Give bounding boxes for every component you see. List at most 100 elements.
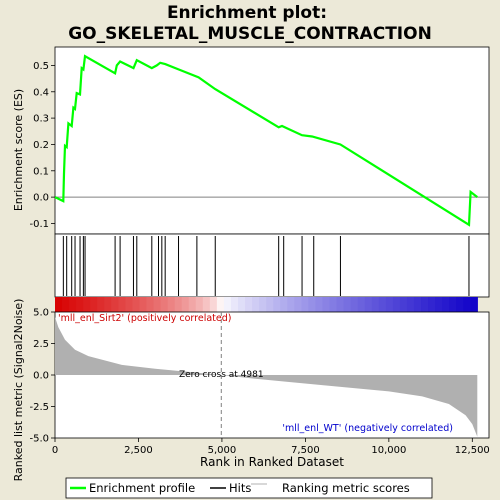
color-bar-segment bbox=[62, 297, 70, 312]
color-bar-segment bbox=[322, 297, 331, 312]
color-bar-segment bbox=[294, 297, 302, 312]
color-bar-segment bbox=[245, 297, 253, 312]
es-y-tick-label: 0.1 bbox=[33, 166, 49, 177]
color-bar-segment bbox=[392, 297, 401, 312]
x-tick-label: 10,000 bbox=[371, 445, 406, 456]
x-tick-label: 5,000 bbox=[208, 445, 237, 456]
color-bar-segment bbox=[209, 297, 218, 312]
hits-panel bbox=[54, 233, 490, 298]
color-bar-segment bbox=[111, 297, 119, 312]
metric-y-tick-label: 0.0 bbox=[33, 371, 49, 382]
color-bar-segment bbox=[216, 297, 225, 312]
es-panel bbox=[54, 46, 490, 235]
color-bar-segment bbox=[301, 297, 309, 312]
color-bar-segment bbox=[280, 297, 288, 312]
color-bar-segment bbox=[104, 297, 112, 312]
color-bar-segment bbox=[371, 297, 380, 312]
color-bar-segment bbox=[357, 297, 366, 312]
ranking-metric-area bbox=[55, 317, 478, 437]
chart-title-line1: Enrichment plot: bbox=[167, 3, 327, 23]
positive-correlation-label: 'mll_enl_Sirt2' (positively correlated) bbox=[58, 313, 231, 324]
es-y-tick-label: 0.2 bbox=[33, 140, 49, 151]
color-bar-segment bbox=[385, 297, 394, 312]
color-bar-segment bbox=[174, 297, 183, 312]
es-y-axis: -0.1 0.0 0.1 0.2 0.3 0.4 0.5 bbox=[29, 61, 55, 230]
legend-enrichment-label: Enrichment profile bbox=[89, 481, 195, 495]
color-bar-segment bbox=[139, 297, 148, 312]
es-y-label: Enrichment score (ES) bbox=[12, 89, 25, 211]
es-y-tick-label: 0.4 bbox=[33, 87, 49, 98]
color-bar-segment bbox=[125, 297, 134, 312]
color-bar-segment bbox=[378, 297, 387, 312]
color-bar-segment bbox=[146, 297, 155, 312]
color-bar-segment bbox=[266, 297, 274, 312]
metric-y-axis: -5.0 -2.5 0.0 2.5 5.0 bbox=[29, 308, 55, 445]
x-axis-label: Rank in Ranked Dataset bbox=[200, 455, 344, 469]
color-bar-segment bbox=[287, 297, 295, 312]
color-bar-segment bbox=[153, 297, 162, 312]
metric-y-tick-label: 2.5 bbox=[33, 339, 49, 350]
color-bar-segment bbox=[252, 297, 260, 312]
color-bar-segment bbox=[132, 297, 141, 312]
color-bar-segment bbox=[428, 297, 436, 312]
chart-title-line2: GO_SKELETAL_MUSCLE_CONTRACTION bbox=[68, 24, 432, 44]
color-bar-segment bbox=[238, 297, 246, 312]
legend-hits-label: Hits bbox=[229, 481, 251, 495]
color-bar-segment bbox=[167, 297, 176, 312]
ranked-list-color-bar bbox=[55, 297, 478, 312]
metric-y-tick-label: 5.0 bbox=[33, 308, 49, 319]
color-bar-segment bbox=[69, 297, 77, 312]
color-bar-segment bbox=[336, 297, 345, 312]
es-y-tick-label: 0.5 bbox=[33, 61, 49, 72]
color-bar-segment bbox=[90, 297, 98, 312]
color-bar-segment bbox=[308, 297, 317, 312]
color-bar-segment bbox=[442, 297, 450, 312]
metric-y-tick-label: -2.5 bbox=[29, 402, 49, 413]
x-tick-label: 2,500 bbox=[124, 445, 153, 456]
legend-metric-label: Ranking metric scores bbox=[282, 481, 410, 495]
es-y-tick-label: 0.3 bbox=[33, 114, 49, 125]
legend-box bbox=[65, 477, 433, 499]
color-bar-segment bbox=[413, 297, 422, 312]
color-bar-segment bbox=[406, 297, 415, 312]
color-bar-segment bbox=[343, 297, 352, 312]
color-bar-segment bbox=[259, 297, 267, 312]
color-bar-segment bbox=[195, 297, 204, 312]
metric-y-label: Ranked list metric (Signal2Noise) bbox=[12, 299, 25, 482]
color-bar-segment bbox=[181, 297, 190, 312]
x-axis: 0 2,500 5,000 7,500 10,000 12,500 bbox=[52, 438, 490, 456]
color-bar-segment bbox=[421, 297, 429, 312]
color-bar-segment bbox=[273, 297, 281, 312]
color-bar-segment bbox=[449, 297, 457, 312]
es-y-tick-label: 0.0 bbox=[33, 193, 49, 204]
enrichment-profile-line bbox=[54, 54, 478, 227]
hit-markers bbox=[62, 236, 470, 296]
color-bar-segment bbox=[188, 297, 197, 312]
color-bar-segment bbox=[329, 297, 338, 312]
color-bar-segment bbox=[202, 297, 211, 312]
color-bar-segment bbox=[350, 297, 359, 312]
color-bar-segment bbox=[160, 297, 169, 312]
color-bar-segment bbox=[55, 297, 63, 312]
zero-cross-label: Zero cross at 4981 bbox=[179, 370, 264, 380]
color-bar-segment bbox=[470, 297, 478, 312]
color-bar-segment bbox=[230, 297, 239, 312]
color-bar-segment bbox=[223, 297, 232, 312]
color-bar-segment bbox=[83, 297, 91, 312]
x-tick-label: 7,500 bbox=[291, 445, 320, 456]
es-y-tick-label: -0.1 bbox=[29, 219, 49, 230]
metric-y-tick-label: -5.0 bbox=[29, 434, 49, 445]
color-bar-segment bbox=[315, 297, 324, 312]
x-tick-label: 12,500 bbox=[455, 445, 490, 456]
color-bar-segment bbox=[435, 297, 443, 312]
negative-correlation-label: 'mll_enl_WT' (negatively correlated) bbox=[282, 423, 453, 434]
color-bar-segment bbox=[97, 297, 105, 312]
color-bar-segment bbox=[399, 297, 408, 312]
color-bar-segment bbox=[456, 297, 464, 312]
color-bar-segment bbox=[463, 297, 471, 312]
x-tick-label: 0 bbox=[52, 445, 58, 456]
color-bar-segment bbox=[118, 297, 126, 312]
color-bar-segment bbox=[364, 297, 373, 312]
color-bar-segment bbox=[76, 297, 84, 312]
